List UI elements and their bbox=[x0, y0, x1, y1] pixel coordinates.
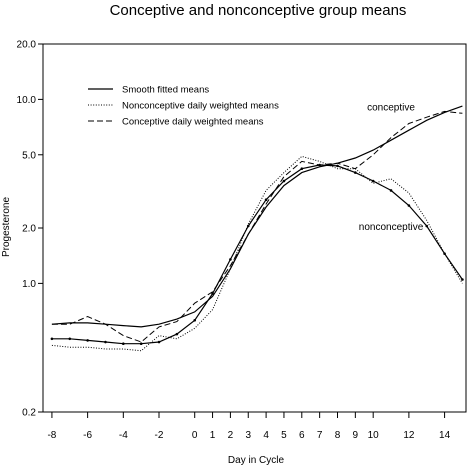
data-point bbox=[229, 258, 232, 261]
data-point bbox=[122, 342, 125, 346]
series-line-dashed bbox=[51, 110, 463, 343]
data-point bbox=[193, 319, 197, 322]
series-line-dotted bbox=[51, 155, 463, 352]
data-point bbox=[246, 224, 250, 228]
data-point bbox=[86, 339, 89, 342]
x-tick-label: -2 bbox=[155, 430, 164, 441]
x-axis-label: Day in Cycle bbox=[228, 455, 285, 466]
y-tick-label: 20.0 bbox=[17, 40, 37, 51]
legend-label: Conceptive daily weighted means bbox=[122, 117, 264, 128]
annotation-nonconceptive: nonconceptive bbox=[359, 222, 424, 233]
data-point bbox=[461, 278, 464, 281]
y-tick-label: 1.0 bbox=[22, 279, 36, 290]
data-point bbox=[139, 342, 143, 346]
data-point bbox=[175, 332, 179, 336]
x-tick-label: 4 bbox=[263, 430, 269, 441]
chart-title: Conceptive and nonconceptive group means bbox=[110, 2, 407, 19]
data-point bbox=[104, 340, 107, 344]
x-tick-label: 12 bbox=[403, 430, 415, 441]
x-tick-label: 10 bbox=[368, 430, 380, 441]
data-point bbox=[282, 179, 286, 183]
x-tick-label: -6 bbox=[83, 430, 92, 441]
data-point bbox=[407, 204, 411, 207]
data-point bbox=[68, 337, 72, 341]
x-tick-label: 3 bbox=[245, 430, 251, 441]
x-tick-label: 14 bbox=[439, 430, 451, 441]
series-line-conceptive-solid bbox=[51, 105, 463, 328]
data-point bbox=[300, 167, 304, 171]
annotation-conceptive: conceptive bbox=[367, 103, 415, 114]
y-tick-label: 0.2 bbox=[22, 408, 36, 419]
x-tick-label: 8 bbox=[335, 430, 341, 441]
x-tick-label: 0 bbox=[192, 430, 198, 441]
data-point bbox=[425, 224, 429, 228]
x-tick-label: 1 bbox=[210, 430, 216, 441]
data-point bbox=[157, 340, 161, 344]
y-tick-label: 10.0 bbox=[17, 95, 37, 106]
y-axis: 0.2 1.0 2.0 5.0 10.0 20.0 bbox=[17, 40, 43, 419]
y-axis-label: Progesterone bbox=[1, 197, 12, 257]
data-point bbox=[354, 171, 357, 174]
data-point bbox=[50, 337, 54, 341]
x-tick-label: 6 bbox=[299, 430, 305, 441]
legend: Smooth fitted means Nonconceptive daily w… bbox=[88, 85, 279, 128]
x-tick-label: 9 bbox=[353, 430, 359, 441]
data-point bbox=[371, 179, 375, 183]
annotations: conceptive nonconceptive bbox=[359, 103, 424, 234]
x-tick-label: -8 bbox=[47, 430, 56, 441]
series-layer bbox=[50, 105, 464, 352]
data-point bbox=[264, 198, 268, 201]
data-point bbox=[211, 292, 214, 295]
y-tick-label: 5.0 bbox=[22, 150, 36, 161]
legend-label: Smooth fitted means bbox=[122, 85, 209, 96]
x-tick-label: 7 bbox=[317, 430, 323, 441]
x-axis: -8 -6 -4 -2 0 1 2 3 4 5 6 7 8 9 10 12 14 bbox=[47, 412, 451, 441]
x-tick-label: 5 bbox=[281, 430, 287, 441]
y-tick-label: 2.0 bbox=[22, 224, 36, 235]
legend-label: Nonconceptive daily weighted means bbox=[122, 101, 279, 112]
x-tick-label: 2 bbox=[228, 430, 234, 441]
data-point bbox=[389, 189, 393, 192]
series-line-nonconceptive-solid bbox=[51, 164, 463, 345]
x-tick-label: -4 bbox=[119, 430, 128, 441]
data-point bbox=[336, 164, 339, 168]
